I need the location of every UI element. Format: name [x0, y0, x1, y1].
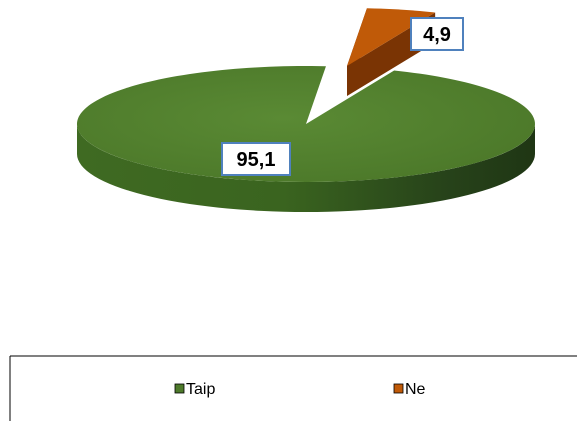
legend-label: Ne [405, 381, 426, 398]
data-label-text: 95,1 [237, 149, 276, 171]
data-label-text: 4,9 [423, 24, 451, 46]
legend-item-ne: Ne [393, 381, 426, 398]
legend-swatch [393, 383, 404, 394]
data-label-ne: 4,9 [410, 17, 464, 51]
legend: Taip Ne [9, 355, 577, 421]
legend-label: Taip [186, 381, 215, 398]
pie-slice-taip [76, 65, 535, 212]
legend-item-taip: Taip [174, 381, 215, 398]
legend-swatch [174, 383, 185, 394]
data-label-taip: 95,1 [221, 142, 291, 176]
